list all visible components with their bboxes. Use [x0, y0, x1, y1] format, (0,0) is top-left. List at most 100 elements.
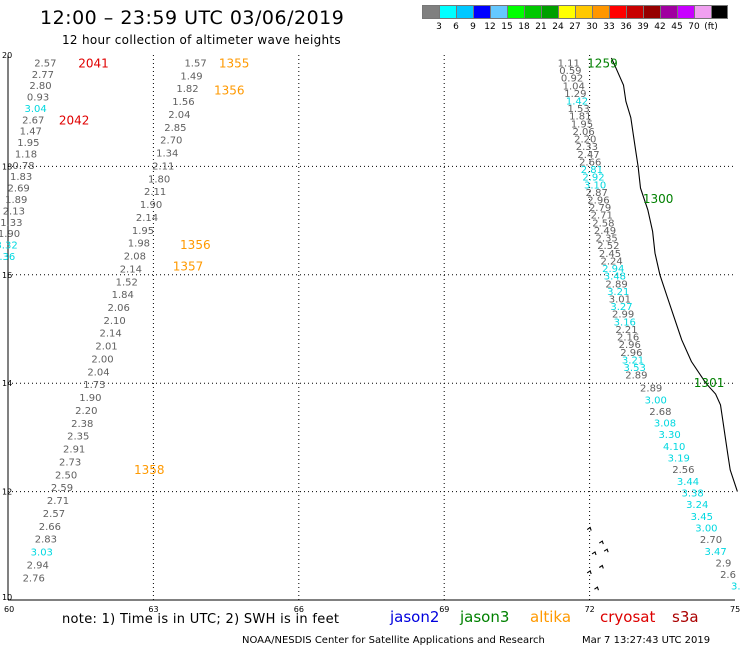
swh-value: 3.44: [677, 477, 699, 488]
lat-tick-label: 20: [2, 51, 12, 60]
swh-value: 2.14: [120, 264, 142, 275]
swh-value: 1.18: [15, 149, 37, 160]
pass-time-label: 1355: [219, 56, 250, 70]
color-scale-bar: [422, 5, 728, 19]
swh-value: 1.95: [132, 226, 154, 237]
swh-value: 1.52: [116, 277, 138, 288]
scale-swatch: [626, 5, 643, 19]
pass-time-label: 1358: [134, 463, 165, 477]
swh-value: 3.21: [607, 287, 629, 298]
swh-value: 1.90: [0, 229, 20, 240]
swh-value: 1.84: [112, 290, 134, 301]
scale-swatch: [694, 5, 711, 19]
swh-value: 1.95: [17, 138, 39, 149]
swh-value: 2.24: [600, 256, 622, 267]
swh-value: 2.47: [577, 150, 599, 161]
island-outline: [586, 570, 592, 575]
swh-value: 2.71: [47, 496, 69, 507]
swh-value: 0.78: [12, 161, 34, 172]
scale-label: 42: [654, 22, 666, 32]
scale-swatch: [660, 5, 677, 19]
pass-time-label: 1356: [180, 238, 211, 252]
scale-swatch: [643, 5, 660, 19]
swh-value: 2.56: [672, 465, 694, 476]
pass-time-label: 1357: [173, 260, 204, 274]
swh-value: 3.21: [622, 355, 644, 366]
swh-value: 1.49: [180, 71, 202, 82]
swh-value: 1.95: [571, 119, 593, 130]
island-outline: [598, 564, 604, 569]
swh-value: 3.38: [681, 488, 703, 499]
swh-value: 3.24: [686, 500, 708, 511]
swh-value: 2.33: [576, 142, 598, 153]
swh-value: 2.11: [152, 161, 174, 172]
swh-value: 2.38: [71, 419, 93, 430]
scale-swatch: [592, 5, 609, 19]
swh-value: 2.35: [596, 234, 618, 245]
swh-value: 2.87: [586, 188, 608, 199]
scale-label: 70: [688, 22, 700, 32]
lat-tick-label: 14: [2, 379, 12, 388]
scale-label: 15: [501, 22, 513, 32]
swh-value: 1.56: [172, 97, 194, 108]
swh-value: 2.99: [612, 310, 634, 321]
scale-label: 45: [671, 22, 683, 32]
scale-swatch: [490, 5, 507, 19]
swh-value: 2.67: [22, 115, 44, 126]
pass-time-label: 1300: [643, 192, 674, 206]
swh-value: 2.01: [95, 342, 117, 353]
scale-label: 33: [603, 22, 615, 32]
swh-value: 2.04: [87, 367, 109, 378]
swh-value: 1.80: [148, 174, 170, 185]
swh-value: 2.57: [43, 509, 65, 520]
lon-tick-label: 69: [439, 605, 449, 614]
scale-label: 18: [518, 22, 530, 32]
scale-swatch: [558, 5, 575, 19]
scale-swatch: [609, 5, 626, 19]
swh-value: 2.77: [32, 70, 54, 81]
scale-swatch: [524, 5, 541, 19]
lat-tick-label: 12: [2, 488, 12, 497]
swh-value: 2.73: [59, 457, 81, 468]
swh-value: 2.00: [91, 354, 113, 365]
swh-value: 0.59: [559, 66, 581, 77]
swh-value: 3.16: [614, 317, 636, 328]
swh-value: 1.47: [20, 127, 42, 138]
swh-value: 2.21: [615, 325, 637, 336]
swh-value: 2.91: [63, 445, 85, 456]
swh-value: 3.45: [691, 512, 713, 523]
swh-value: 2.94: [602, 264, 624, 275]
scale-label: 24: [552, 22, 564, 32]
swh-value: 2.81: [581, 165, 603, 176]
scale-label: 3: [436, 22, 442, 32]
swh-value: 1.34: [156, 149, 178, 160]
scale-label: 12: [484, 22, 496, 32]
swh-value: 3.03: [31, 548, 53, 559]
swh-value: 3.47: [704, 547, 726, 558]
altimeter-observations: 2.572.772.800.933.042.671.471.951.180.78…: [0, 56, 740, 592]
swh-value: 2.70: [160, 136, 182, 147]
island-outline: [594, 586, 599, 591]
lon-tick-label: 63: [148, 605, 158, 614]
swh-value: 3.27: [610, 302, 632, 313]
swh-value: 3.10: [584, 180, 606, 191]
swh-value: 0.92: [561, 74, 583, 85]
swh-value: 2.68: [649, 407, 671, 418]
swh-value: 2.20: [75, 406, 97, 417]
swh-value: 2.45: [599, 249, 621, 260]
swh-value: 3.30: [658, 430, 680, 441]
lat-lon-grid: [7, 55, 735, 601]
swh-value: 2.52: [597, 241, 619, 252]
pass-time-label: 1356: [214, 84, 245, 98]
scale-swatch: [439, 5, 456, 19]
scale-swatch: [456, 5, 473, 19]
satellite-s3a: s3a: [672, 608, 699, 626]
island-outline: [598, 540, 604, 545]
island-outline: [603, 548, 609, 553]
swh-value: 2.66: [39, 522, 61, 533]
scale-label: 36: [620, 22, 632, 32]
coastline-path: [610, 57, 738, 492]
swh-value: 1.53: [568, 104, 590, 115]
map-title: 12:00 – 23:59 UTC 03/06/2019: [40, 7, 345, 29]
